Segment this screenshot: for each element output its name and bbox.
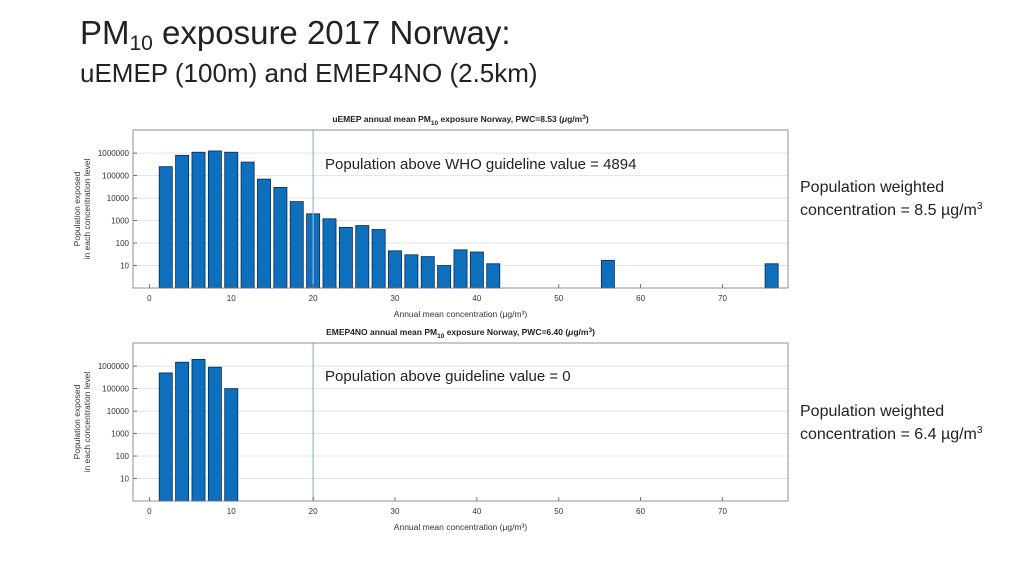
y-tick-label: 10 bbox=[120, 262, 129, 271]
chart-title: EMEP4NO annual mean PM10 exposure Norway… bbox=[326, 327, 595, 340]
histogram-bar bbox=[388, 250, 402, 289]
x-tick-label: 50 bbox=[554, 294, 563, 303]
chart-title-part: uEMEP annual mean PM bbox=[332, 114, 431, 124]
histogram-bar bbox=[191, 151, 206, 289]
x-tick-label: 40 bbox=[472, 294, 481, 303]
pwc-note-value: concentration = 8.5 µg/m bbox=[800, 202, 977, 219]
y-tick-label: 100000 bbox=[102, 172, 129, 181]
histogram-bar bbox=[224, 388, 239, 502]
chart-title-part: 10 bbox=[437, 333, 445, 340]
chart-title-part: ) bbox=[586, 114, 589, 124]
x-axis-label: Annual mean concentration (μg/m³) bbox=[394, 309, 528, 319]
x-axis-label: Annual mean concentration (μg/m³) bbox=[394, 522, 528, 532]
y-tick-label: 10000 bbox=[107, 407, 130, 416]
y-axis-label: in each concentration level bbox=[82, 372, 92, 473]
x-tick-label: 40 bbox=[472, 507, 481, 516]
guideline-annotation: Population above WHO guideline value = 4… bbox=[325, 156, 636, 173]
chart-title-part: 10 bbox=[431, 120, 439, 127]
histogram-bar bbox=[404, 254, 419, 289]
y-tick-label: 1000 bbox=[111, 217, 129, 226]
x-tick-label: 30 bbox=[391, 507, 400, 516]
histogram-bar bbox=[355, 225, 370, 289]
histogram-bar bbox=[158, 166, 173, 289]
histogram-bar bbox=[420, 256, 435, 289]
x-tick-label: 20 bbox=[309, 294, 318, 303]
x-tick-label: 20 bbox=[309, 507, 318, 516]
axes-frame bbox=[132, 129, 789, 289]
histogram-bar bbox=[240, 161, 255, 289]
uemep-histogram-chart: 10 100 1000 10000 100000 1000000 0 10 20 30 40 50 60… bbox=[72, 114, 789, 319]
pwc-note-line2: concentration = 8.5 µg/m3 bbox=[800, 199, 982, 222]
pwc-note-uemep: Population weighted concentration = 8.5 … bbox=[800, 176, 982, 222]
title-prefix: PM bbox=[80, 14, 130, 51]
chart-title-part: ) bbox=[592, 327, 595, 337]
histogram-bar bbox=[158, 372, 173, 502]
chart-title: uEMEP annual mean PM10 exposure Norway, … bbox=[332, 114, 589, 127]
slide-title: PM10 exposure 2017 Norway: bbox=[80, 14, 511, 55]
plot-area bbox=[133, 343, 788, 501]
pwc-note-sup: 3 bbox=[976, 425, 983, 436]
guideline-annotation: Population above guideline value = 0 bbox=[325, 368, 571, 385]
pwc-note-value: concentration = 6.4 µg/m bbox=[800, 426, 977, 443]
chart-title-part: EMEP4NO annual mean PM bbox=[326, 327, 437, 337]
x-tick-label: 70 bbox=[718, 294, 727, 303]
emep4no-histogram-chart: 10 100 1000 10000 100000 1000000 0 10 20 30 40 50 60… bbox=[72, 327, 789, 532]
x-tick-label: 0 bbox=[147, 294, 152, 303]
y-tick-label: 1000000 bbox=[98, 362, 130, 371]
title-subscript: 10 bbox=[129, 32, 153, 55]
histogram-bar bbox=[191, 358, 206, 502]
histogram-bar bbox=[175, 361, 190, 502]
chart-title-part: exposure Norway, PWC=6.40 ( bbox=[444, 327, 568, 337]
axes-frame bbox=[132, 342, 789, 502]
y-axis-label: in each concentration level bbox=[82, 159, 92, 260]
x-tick-label: 10 bbox=[227, 294, 236, 303]
x-tick-label: 0 bbox=[147, 507, 152, 516]
x-tick-label: 50 bbox=[554, 507, 563, 516]
histogram-bar bbox=[371, 229, 386, 289]
pwc-note-line1: Population weighted bbox=[800, 403, 945, 420]
pwc-note-line1: Population weighted bbox=[800, 179, 945, 196]
pwc-note-sup: 3 bbox=[976, 201, 983, 212]
pwc-note-emep4no: Population weighted concentration = 6.4 … bbox=[800, 400, 982, 446]
histogram-bar bbox=[469, 251, 484, 289]
chart-title-part: g/m bbox=[573, 327, 589, 337]
histogram-bar bbox=[273, 186, 288, 289]
y-tick-label: 10 bbox=[120, 475, 129, 484]
y-tick-label: 10000 bbox=[107, 194, 130, 203]
chart-title-part: g/m bbox=[567, 114, 583, 124]
title-suffix: exposure 2017 Norway: bbox=[152, 14, 511, 51]
x-tick-label: 60 bbox=[636, 507, 645, 516]
histogram-bar bbox=[764, 263, 779, 289]
y-tick-label: 1000 bbox=[111, 430, 129, 439]
chart-title-part: 3 bbox=[588, 327, 592, 334]
y-axis-label: Population exposed bbox=[72, 171, 82, 246]
histogram-bar bbox=[224, 151, 239, 289]
pwc-note-line2: concentration = 6.4 µg/m3 bbox=[800, 423, 982, 446]
y-tick-label: 100000 bbox=[102, 385, 129, 394]
y-tick-label: 1000000 bbox=[98, 149, 130, 158]
chart-title-part: exposure Norway, PWC=8.53 ( bbox=[438, 114, 562, 124]
x-tick-label: 10 bbox=[227, 507, 236, 516]
histogram-bar bbox=[437, 265, 452, 289]
histogram-bar bbox=[338, 226, 353, 289]
histogram-bar bbox=[207, 366, 222, 502]
x-tick-label: 60 bbox=[636, 294, 645, 303]
y-tick-label: 100 bbox=[116, 452, 130, 461]
histogram-bar bbox=[289, 201, 304, 289]
histogram-bar bbox=[207, 150, 222, 289]
x-tick-label: 30 bbox=[391, 294, 400, 303]
chart-title-part: 3 bbox=[582, 114, 586, 121]
histogram-bar bbox=[453, 249, 468, 289]
histogram-bar bbox=[600, 259, 615, 289]
x-tick-label: 70 bbox=[718, 507, 727, 516]
chart-title-part: μ bbox=[561, 114, 568, 124]
histogram-bar bbox=[175, 154, 190, 289]
y-axis-label: Population exposed bbox=[72, 384, 82, 459]
slide-subtitle: uEMEP (100m) and EMEP4NO (2.5km) bbox=[80, 58, 538, 88]
y-tick-label: 100 bbox=[116, 239, 130, 248]
histogram-bar bbox=[322, 218, 337, 289]
histogram-bar bbox=[257, 178, 271, 289]
histogram-bar bbox=[486, 263, 501, 289]
chart-title-part: μ bbox=[567, 327, 574, 337]
